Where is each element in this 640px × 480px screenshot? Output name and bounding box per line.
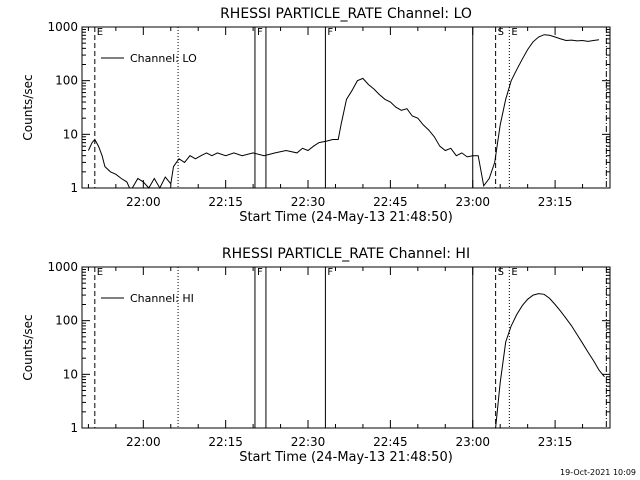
x-tick-label: 23:00 bbox=[455, 435, 490, 449]
x-axis-label: Start Time (24-May-13 21:48:50) bbox=[239, 210, 453, 225]
x-axis-label: Start Time (24-May-13 21:48:50) bbox=[239, 450, 453, 465]
legend-label: Channel: LO bbox=[130, 52, 197, 65]
chart-panel-0: RHESSI PARTICLE_RATE Channel: LO 1 10 100 10… bbox=[21, 6, 611, 225]
y-tick-label: 10 bbox=[63, 367, 78, 381]
series-line bbox=[87, 34, 600, 190]
y-tick-label: 1000 bbox=[47, 260, 78, 274]
chart-title: RHESSI PARTICLE_RATE Channel: HI bbox=[222, 246, 470, 262]
x-tick-label: 22:30 bbox=[291, 195, 326, 209]
x-tick-label: 22:45 bbox=[373, 435, 408, 449]
y-axis-label: Counts/sec bbox=[21, 314, 35, 380]
x-tick-label: 23:00 bbox=[455, 195, 490, 209]
event-marker-label: E bbox=[97, 267, 103, 278]
event-marker-label: E bbox=[511, 27, 517, 38]
plot-frame bbox=[81, 266, 611, 429]
y-tick-label: 100 bbox=[55, 314, 78, 328]
chart-title: RHESSI PARTICLE_RATE Channel: LO bbox=[220, 6, 472, 22]
event-marker-label: E bbox=[511, 267, 517, 278]
y-tick-label: 1 bbox=[70, 181, 78, 195]
event-marker-label: S bbox=[498, 267, 504, 278]
y-axis-label: Counts/sec bbox=[21, 74, 35, 140]
event-marker-label: F bbox=[327, 267, 333, 278]
y-tick-label: 100 bbox=[55, 74, 78, 88]
y-tick-label: 1 bbox=[70, 421, 78, 435]
chart-panel-1: RHESSI PARTICLE_RATE Channel: HI 1 10 100 10… bbox=[21, 246, 611, 465]
x-tick-label: 22:45 bbox=[373, 195, 408, 209]
x-tick-label: 22:30 bbox=[291, 435, 326, 449]
event-marker-label: F bbox=[257, 27, 263, 38]
x-tick-label: 22:00 bbox=[126, 195, 161, 209]
event-marker-label: S bbox=[498, 27, 504, 38]
legend-label: Channel: HI bbox=[130, 292, 194, 305]
footer-timestamp: 19-Oct-2021 10:09 bbox=[560, 468, 636, 477]
x-tick-label: 23:15 bbox=[538, 195, 573, 209]
x-tick-label: 22:15 bbox=[208, 435, 243, 449]
plot-frame bbox=[81, 26, 611, 189]
y-tick-label: 1000 bbox=[47, 20, 78, 34]
event-marker-label: E bbox=[97, 27, 103, 38]
y-tick-label: 10 bbox=[63, 127, 78, 141]
x-tick-label: 22:00 bbox=[126, 435, 161, 449]
x-tick-label: 23:15 bbox=[538, 435, 573, 449]
event-marker-label: F bbox=[327, 27, 333, 38]
x-tick-label: 22:15 bbox=[208, 195, 243, 209]
event-marker-label: F bbox=[257, 267, 263, 278]
series-line bbox=[495, 293, 605, 429]
